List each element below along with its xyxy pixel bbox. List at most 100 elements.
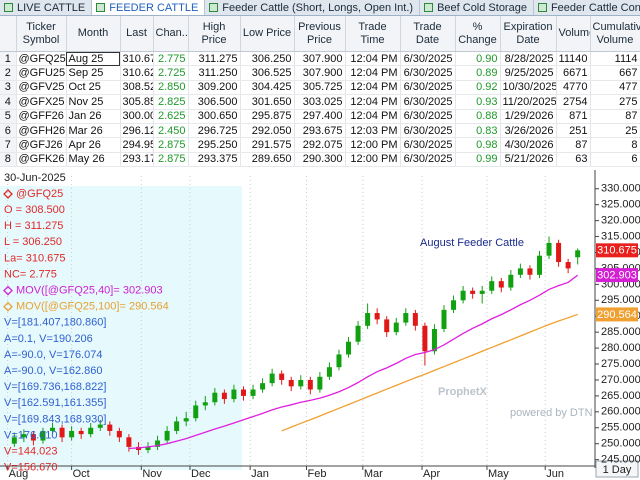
table-cell: 6/30/2025: [400, 51, 456, 67]
tab[interactable]: Feeder Cattle Continous: [534, 0, 640, 15]
table-cell: 12:04 PM: [345, 80, 401, 96]
candle-body: [202, 402, 208, 406]
candle-body: [489, 281, 495, 291]
table-cell: 310.67...: [120, 51, 154, 67]
info-line: V=[181.407,180.860]: [4, 317, 106, 329]
candle-body: [546, 242, 552, 256]
candle-body: [517, 268, 523, 275]
table-cell: 1/29/2026: [500, 109, 557, 124]
table-cell: 6/30/2025: [400, 109, 456, 124]
table-cell: 11140: [556, 51, 591, 67]
candle-body: [279, 373, 285, 380]
table-cell: 0.93: [455, 94, 501, 110]
table-cell: 87: [556, 137, 591, 153]
y-tick-label: 320.000: [601, 215, 640, 227]
table-cell: 294.95...: [120, 137, 154, 153]
candle-body: [307, 379, 313, 390]
row-number: 7: [0, 137, 17, 153]
table-cell: 5/21/2026: [500, 152, 557, 168]
table-cell: 311.275: [188, 51, 241, 67]
y-tick-label: 280.000: [601, 342, 640, 354]
table-cell: 6/30/2025: [400, 152, 456, 168]
table-cell: 12:04 PM: [345, 65, 401, 81]
row-number: 3: [0, 80, 17, 96]
column-header: % Change: [455, 16, 501, 52]
table-cell: 292.050: [240, 123, 295, 139]
tab[interactable]: LIVE CATTLE: [0, 0, 93, 15]
y-tick-label: 250.000: [601, 438, 640, 450]
candle-body: [50, 427, 56, 431]
table-cell: 12:04 PM: [345, 109, 401, 124]
candle-body: [575, 250, 581, 258]
column-header: Ticker Symbol: [16, 16, 67, 52]
tab[interactable]: FEEDER CATTLE: [92, 0, 206, 15]
table-cell: 0.92: [455, 80, 501, 96]
info-line: La= 310.675: [4, 252, 65, 264]
table-cell: @GFJ26: [16, 137, 67, 153]
corner-cell: [0, 16, 17, 52]
table-cell: 303.025: [294, 94, 346, 110]
tab-icon: [96, 3, 106, 12]
x-tick-label: Oct: [73, 468, 90, 480]
table-cell: 306.500: [188, 94, 241, 110]
tab-icon: [209, 3, 219, 12]
interval-label: 1 Day: [603, 464, 632, 476]
y-tick-label: 275.000: [601, 358, 640, 370]
table-cell: 10/30/2025: [500, 80, 557, 96]
tab[interactable]: Beef Cold Storage: [420, 0, 534, 15]
tab[interactable]: Feeder Cattle (Short, Longs, Open Int.): [205, 0, 421, 15]
y-tick-label: 295.000: [601, 294, 640, 306]
row-number: 2: [0, 65, 17, 81]
candle-body: [30, 434, 36, 441]
table-cell: 301.650: [240, 94, 295, 110]
table-cell: 2.625: [153, 109, 189, 124]
candle-body: [365, 313, 371, 326]
table-cell: 6/30/2025: [400, 80, 456, 96]
candle-body: [260, 383, 266, 390]
column-header: Last: [120, 16, 154, 52]
table-cell: 297.400: [294, 109, 346, 124]
table-cell: 0.98: [455, 137, 501, 153]
table-cell: 309.200: [188, 80, 241, 96]
tab-label: LIVE CATTLE: [17, 1, 86, 14]
info-date: 30-Jun-2025: [4, 172, 66, 184]
candle-body: [212, 392, 218, 403]
candle-body: [298, 379, 304, 387]
column-header: Trade Time: [345, 16, 401, 52]
interval-box[interactable]: [595, 460, 639, 478]
candle-body: [326, 367, 332, 377]
candle-body: [498, 281, 504, 288]
column-header: High Price: [188, 16, 241, 52]
table-cell: @GFH26: [16, 123, 67, 139]
table-cell: 2.875: [153, 152, 189, 168]
table-cell: 296.12...: [120, 123, 154, 139]
x-tick-label: Jun: [546, 468, 564, 480]
table-cell: 871: [556, 109, 591, 124]
table-cell: Apr 26: [66, 137, 121, 153]
table-cell: 290.300: [294, 152, 346, 168]
table-cell: 0.99: [455, 152, 501, 168]
table-cell: 307.900: [294, 51, 346, 67]
info-marker: [3, 301, 13, 312]
candle-body: [527, 268, 533, 275]
info-line: V=[169.843,168.930]: [4, 413, 106, 425]
info-line: MOV([@GFQ25,100]= 290.564: [16, 301, 169, 313]
table-cell: 9/25/2025: [500, 65, 557, 81]
chart-title: August Feeder Cattle: [420, 237, 524, 249]
table-cell: 0.83: [455, 123, 501, 139]
table-cell: 2.850: [153, 80, 189, 96]
y-tick-label: 265.000: [601, 390, 640, 402]
table-cell: 477: [590, 80, 640, 96]
info-line: A=-90.0, V=176.074: [4, 349, 102, 361]
candle-body: [451, 300, 457, 310]
candle-body: [145, 446, 151, 451]
info-line: O = 308.500: [4, 204, 65, 216]
